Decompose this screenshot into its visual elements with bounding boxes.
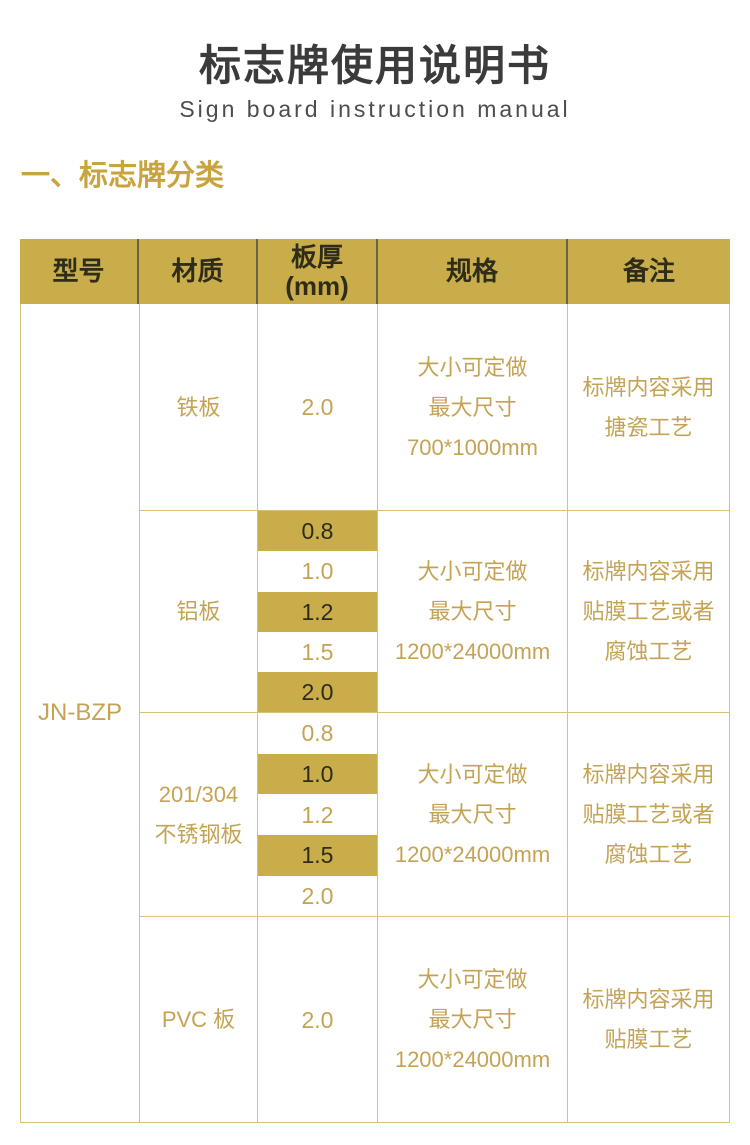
header-spec-label: 规格 bbox=[445, 256, 498, 287]
remark-line: 贴膜工艺或者 bbox=[582, 599, 715, 625]
header-model: 型号 bbox=[20, 239, 139, 305]
material-cell: 铁板 bbox=[140, 304, 258, 511]
spec-line: 大小可定做 bbox=[417, 354, 528, 380]
thickness-value: 1.2 bbox=[258, 794, 377, 835]
classification-table: 型号 材质 板厚 (mm) 规格 备注 JN-BZP 铁板 bbox=[20, 239, 730, 1124]
remark-line: 标牌内容采用 bbox=[582, 987, 715, 1013]
thickness-cell: 0.8 1.0 1.2 1.5 2.0 bbox=[258, 511, 378, 713]
spec-line: 大小可定做 bbox=[417, 559, 528, 585]
thickness-value: 1.2 bbox=[258, 591, 377, 632]
remark-line: 标牌内容采用 bbox=[582, 762, 715, 788]
remark-line: 贴膜工艺或者 bbox=[582, 802, 715, 828]
header-thickness-line1: 板厚 bbox=[290, 242, 343, 273]
header-thickness: 板厚 (mm) bbox=[258, 239, 378, 305]
material-cell: 铝板 bbox=[140, 511, 258, 713]
table-row-aluminum: 铝板 0.8 1.0 1.2 1.5 2.0 大小可定做 最大尺寸 bbox=[140, 510, 729, 713]
thickness-value: 2.0 bbox=[258, 672, 377, 713]
header-thickness-line2: (mm) bbox=[285, 270, 349, 301]
table-row-stainless: 201/304 不锈钢板 0.8 1.0 1.2 1.5 2.0 大小可 bbox=[140, 712, 729, 917]
spec-cell: 大小可定做 最大尺寸 700*1000mm bbox=[378, 304, 568, 511]
remark-line: 标牌内容采用 bbox=[582, 374, 715, 400]
thickness-cell: 0.8 1.0 1.2 1.5 2.0 bbox=[258, 713, 378, 917]
header-material: 材质 bbox=[139, 239, 258, 305]
spec-line: 大小可定做 bbox=[417, 762, 528, 788]
thickness-value: 1.0 bbox=[258, 551, 377, 592]
thickness-value: 1.5 bbox=[258, 631, 377, 672]
remark-line: 搪瓷工艺 bbox=[604, 414, 693, 440]
spec-cell: 大小可定做 最大尺寸 1200*24000mm bbox=[378, 713, 568, 917]
material-line: PVC 板 bbox=[161, 1007, 236, 1033]
table-rows: 铁板 2.0 大小可定做 最大尺寸 700*1000mm 标牌内容采用 bbox=[140, 304, 729, 1123]
material-line: 201/304 bbox=[158, 782, 239, 808]
remark-line: 标牌内容采用 bbox=[582, 559, 715, 585]
table-row-pvc: PVC 板 2.0 大小可定做 最大尺寸 1200*24000mm 标牌内容采用 bbox=[140, 916, 729, 1123]
thickness-value: 1.0 bbox=[258, 753, 377, 795]
spec-line: 最大尺寸 bbox=[428, 394, 517, 420]
spec-cell: 大小可定做 最大尺寸 1200*24000mm bbox=[378, 917, 568, 1123]
thickness-cell: 2.0 bbox=[258, 304, 378, 511]
header-model-label: 型号 bbox=[52, 256, 105, 287]
spec-line: 大小可定做 bbox=[417, 967, 528, 993]
spec-cell: 大小可定做 最大尺寸 1200*24000mm bbox=[378, 511, 568, 713]
remark-line: 贴膜工艺 bbox=[604, 1027, 693, 1053]
thickness-value: 2.0 bbox=[258, 304, 377, 511]
model-cell: JN-BZP bbox=[21, 304, 140, 1123]
spec-line: 最大尺寸 bbox=[428, 802, 517, 828]
remark-line: 腐蚀工艺 bbox=[604, 842, 693, 868]
table-body: JN-BZP 铁板 2.0 大小可定做 最大尺寸 700*1 bbox=[20, 304, 730, 1124]
spec-line: 最大尺寸 bbox=[428, 599, 517, 625]
thickness-cell: 2.0 bbox=[258, 917, 378, 1123]
header-spec: 规格 bbox=[378, 239, 568, 305]
thickness-value: 1.5 bbox=[258, 834, 377, 876]
spec-line: 1200*24000mm bbox=[394, 842, 551, 868]
thickness-value: 0.8 bbox=[258, 511, 377, 552]
material-cell: 201/304 不锈钢板 bbox=[140, 713, 258, 917]
material-cell: PVC 板 bbox=[140, 917, 258, 1123]
remark-cell: 标牌内容采用 贴膜工艺或者 腐蚀工艺 bbox=[568, 511, 729, 712]
remark-line: 腐蚀工艺 bbox=[604, 639, 693, 665]
thickness-value: 0.8 bbox=[258, 713, 377, 754]
spec-line: 1200*24000mm bbox=[394, 639, 551, 665]
material-line: 不锈钢板 bbox=[154, 822, 243, 848]
material-line: 铁板 bbox=[176, 394, 221, 420]
header-material-label: 材质 bbox=[171, 256, 224, 287]
thickness-value: 2.0 bbox=[258, 917, 377, 1123]
thickness-value: 2.0 bbox=[258, 875, 377, 917]
header-remark-label: 备注 bbox=[622, 256, 675, 287]
remark-cell: 标牌内容采用 贴膜工艺 bbox=[568, 917, 729, 1122]
spec-line: 700*1000mm bbox=[407, 434, 538, 460]
section-heading: 一、标志牌分类 bbox=[21, 160, 225, 193]
header-remark: 备注 bbox=[568, 239, 730, 304]
table-row-iron: 铁板 2.0 大小可定做 最大尺寸 700*1000mm 标牌内容采用 bbox=[140, 304, 729, 511]
remark-cell: 标牌内容采用 贴膜工艺或者 腐蚀工艺 bbox=[568, 713, 729, 916]
material-line: 铝板 bbox=[176, 599, 221, 625]
spec-line: 1200*24000mm bbox=[394, 1047, 551, 1073]
page-title: 标志牌使用说明书 bbox=[198, 42, 551, 89]
page-subtitle: Sign board instruction manual bbox=[179, 96, 571, 123]
table-header-row: 型号 材质 板厚 (mm) 规格 备注 bbox=[20, 239, 730, 305]
remark-cell: 标牌内容采用 搪瓷工艺 bbox=[568, 304, 729, 510]
spec-line: 最大尺寸 bbox=[428, 1007, 517, 1033]
